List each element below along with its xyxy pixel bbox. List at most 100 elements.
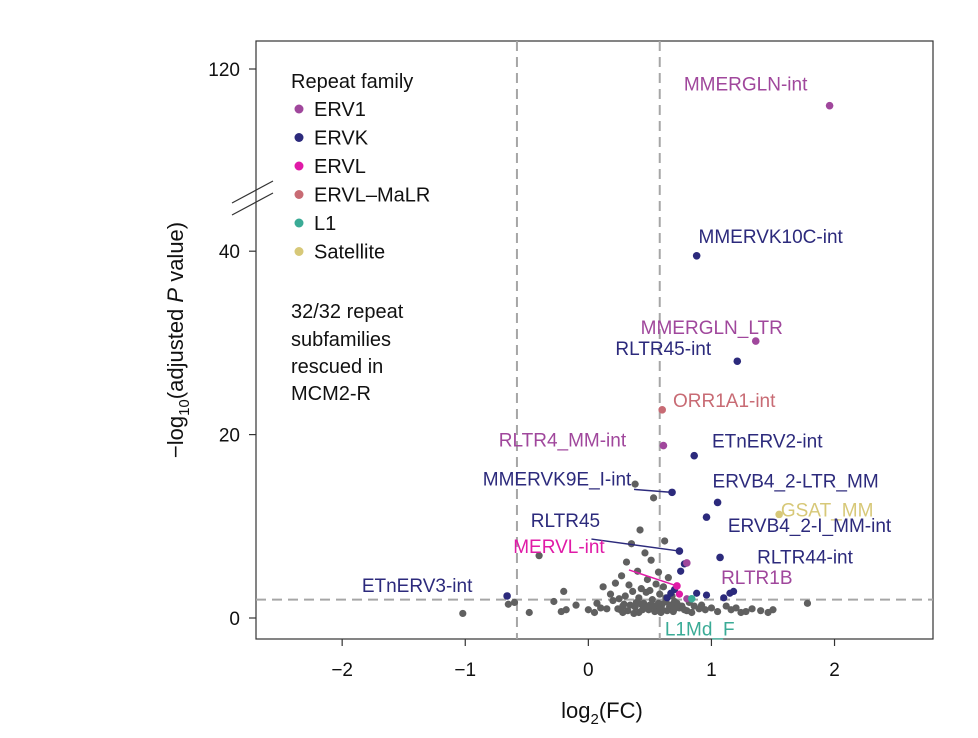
x-tick-label: 1: [706, 660, 717, 681]
background-point: [664, 574, 672, 582]
point-label: ERVB4_2-LTR_MM: [713, 471, 879, 492]
x-tick-label: −1: [454, 660, 476, 681]
point-label: RLTR1B: [721, 568, 792, 589]
background-point: [637, 585, 645, 593]
x-axis-label-subscript: 2: [591, 711, 599, 728]
background-point: [572, 601, 580, 609]
background-point: [510, 598, 519, 607]
background-point: [722, 602, 730, 610]
background-point: [635, 608, 643, 617]
point-label: MMERGLN_LTR: [641, 318, 783, 339]
x-axis-ticks: −2 −1 0 1 2: [331, 639, 840, 681]
y-tick-label: 120: [208, 60, 240, 81]
background-point: [713, 607, 722, 616]
significant-point: [663, 594, 671, 602]
background-point: [678, 602, 686, 610]
background-point: [584, 606, 592, 614]
y-axis-label-end: value): [163, 222, 188, 288]
label-leader-line: [591, 538, 680, 552]
y-axis-label-italic: P: [163, 288, 188, 303]
point-label: ORR1A1-int: [673, 391, 776, 412]
background-point: [769, 606, 777, 614]
labeled-point: [751, 337, 760, 345]
y-axis-label-prefix: −log: [163, 416, 188, 458]
labeled-point: [713, 498, 722, 507]
labeled-point: [692, 251, 701, 260]
background-point: [616, 606, 624, 614]
x-tick-label: −2: [331, 660, 353, 681]
legend-marker: [294, 104, 304, 114]
legend: Repeat family ERV1 ERVK ERVL ERVL–MaLR L1 Sat…: [291, 71, 430, 264]
background-point: [629, 587, 637, 596]
point-label: MERVL-int: [513, 537, 605, 558]
legend-marker: [294, 218, 304, 228]
y-axis-label: −log10(adjusted P value): [163, 222, 193, 458]
background-point: [670, 597, 679, 606]
significant-point: [702, 591, 711, 599]
legend-marker: [294, 190, 304, 199]
significant-point: [720, 594, 728, 602]
legend-marker: [294, 133, 304, 142]
x-axis-label: log2(FC): [561, 698, 643, 728]
y-axis-label-subscript: 10: [176, 399, 193, 416]
point-label: MMERGLN-int: [684, 75, 808, 96]
x-axis-label-rest: (FC): [599, 698, 643, 723]
background-point: [599, 583, 607, 591]
background-point: [697, 601, 706, 609]
significant-points: [503, 101, 834, 603]
point-label: MMERVK10C-int: [699, 227, 844, 248]
background-point: [656, 590, 664, 598]
label-leader-line: [628, 569, 678, 587]
legend-label: Satellite: [314, 242, 385, 264]
background-point: [647, 556, 655, 564]
plot-frame: [255, 40, 934, 640]
background-point: [550, 597, 558, 606]
legend-label: ERVL–MaLR: [314, 185, 430, 207]
legend-marker: [294, 247, 304, 256]
background-point: [659, 583, 668, 591]
legend-items: ERV1 ERVK ERVL ERVL–MaLR L1 Satellite: [294, 99, 430, 264]
labeled-point: [687, 594, 696, 603]
background-point: [727, 606, 735, 614]
legend-label: ERV1: [314, 99, 366, 121]
legend-label: L1: [314, 213, 336, 235]
background-point: [620, 600, 628, 608]
background-point: [627, 540, 636, 548]
legend-label: ERVL: [314, 156, 366, 178]
background-point: [636, 526, 644, 534]
background-point: [615, 595, 623, 603]
labeled-point: [659, 441, 668, 450]
background-point: [535, 552, 543, 560]
background-point: [803, 599, 812, 607]
background-point: [597, 604, 605, 612]
background-point: [626, 601, 634, 609]
labeled-point: [775, 510, 783, 519]
background-point: [617, 572, 626, 580]
background-point: [707, 604, 716, 612]
background-point: [649, 602, 658, 610]
background-point: [658, 606, 666, 614]
label-leader-line: [633, 488, 673, 494]
significant-point: [675, 590, 684, 598]
background-point: [611, 579, 620, 587]
labeled-point: [668, 488, 676, 497]
labeled-point: [702, 513, 711, 521]
x-tick-label: 2: [829, 660, 840, 681]
background-point: [652, 580, 660, 588]
background-point: [637, 600, 645, 608]
labeled-point: [716, 553, 724, 562]
background-point: [562, 606, 570, 614]
point-label: L1Md_F: [665, 620, 735, 641]
y-axis-ticks: 0 20 40 120: [208, 60, 256, 630]
rescue-annotation-line: MCM2-R: [291, 383, 371, 405]
background-point: [661, 537, 669, 545]
threshold-lines: [256, 41, 933, 639]
point-label: RLTR45-int: [615, 339, 711, 360]
legend-title: Repeat family: [291, 71, 413, 93]
x-tick-label: 0: [583, 660, 594, 681]
background-point: [625, 581, 633, 589]
y-tick-label: 20: [219, 426, 240, 447]
labeled-point: [675, 547, 684, 555]
point-label: RLTR4_MM-int: [499, 431, 627, 452]
point-label: MMERVK9E_I-int: [483, 469, 632, 490]
